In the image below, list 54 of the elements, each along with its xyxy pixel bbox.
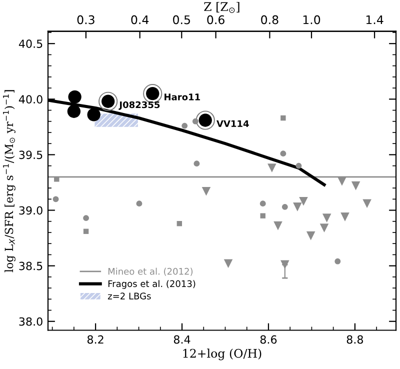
point (202, 186, 211, 196)
point (351, 181, 360, 190)
x2-tick-label: 0.8 (261, 15, 278, 24)
point (282, 204, 288, 210)
point (194, 160, 200, 167)
annotation: J082355 (118, 101, 160, 110)
x2-tick-label: 0.3 (77, 15, 94, 24)
point (334, 258, 341, 264)
legend-label: z=2 LBGs (108, 292, 151, 300)
point (280, 115, 286, 121)
point (299, 196, 308, 206)
point (320, 224, 329, 232)
y-tick-label: 39.0 (19, 206, 42, 215)
y-tick-label: 38.0 (19, 317, 42, 326)
point (293, 202, 302, 212)
point (224, 259, 233, 268)
y-tick-label: 39.5 (19, 150, 42, 160)
point (52, 196, 59, 202)
x2-tick-label: 0.4 (131, 15, 149, 24)
point (340, 212, 350, 222)
point (322, 214, 332, 222)
point (306, 231, 316, 240)
x2-axis-title: Z [Z$_{⊙}$] (204, 2, 240, 13)
point (362, 199, 372, 208)
point (182, 122, 188, 129)
point (83, 215, 89, 221)
point (83, 228, 89, 234)
point (280, 150, 286, 157)
x2-tick-label: 1.4 (366, 15, 384, 24)
x-tick-label: 8.6 (260, 335, 277, 344)
point (260, 200, 266, 207)
legend-label: Fragos et al. (2013) (108, 280, 196, 289)
point (176, 220, 182, 226)
y-tick-label: 40.0 (18, 95, 42, 104)
y-tick-label: 40.5 (18, 40, 42, 48)
x2-tick-label: 1.0 (303, 15, 320, 24)
point (338, 176, 346, 186)
point (260, 213, 266, 218)
annotation: VV114 (216, 120, 249, 127)
legend-label: Mineo et al. (2012) (108, 268, 193, 276)
x-tick-label: 8.2 (87, 335, 104, 344)
x-tick-label: 8.4 (174, 335, 190, 344)
point (136, 200, 142, 207)
point (268, 164, 276, 172)
point (192, 118, 198, 124)
x-tick-label: 8.8 (346, 335, 364, 344)
y-tick-label: 38.5 (19, 262, 42, 270)
x2-tick-label: 0.5 (173, 15, 190, 24)
point (296, 162, 302, 169)
point (274, 221, 282, 230)
text: log L$_{X}$/SFR [erg s$^{−1}$/(M$_{⊙}$ yr$^{−1}$)$^{−1}$] (3, 90, 16, 272)
x-axis-title: 12+log (O/H) (183, 348, 262, 360)
x2-tick-label: 0.6 (207, 15, 224, 24)
annotation: Haro11 (164, 94, 200, 100)
